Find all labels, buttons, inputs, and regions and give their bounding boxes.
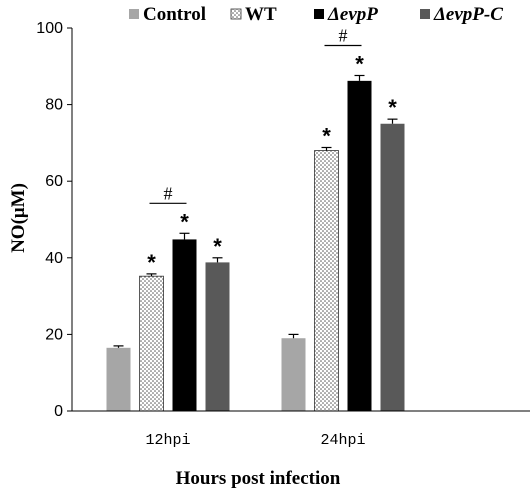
legend-swatch <box>129 9 139 19</box>
legend-swatch <box>420 9 430 19</box>
legend-label: Control <box>143 4 206 25</box>
legend-item-evpp-c: ΔevpP-C <box>420 4 503 25</box>
significance-star: * <box>322 123 331 148</box>
significance-star: * <box>213 234 222 259</box>
legend-label: ΔevpP <box>327 4 378 25</box>
x-tick-label: 24hpi <box>320 432 365 449</box>
legend-swatch <box>230 8 242 20</box>
significance-star: * <box>355 51 364 76</box>
legend: Control WT ΔevpP ΔevpP-C <box>129 4 503 25</box>
legend-swatch <box>314 9 324 19</box>
bars: * * * # * * * # <box>106 25 405 412</box>
comparison-mark: # <box>339 25 348 45</box>
significance-star: * <box>388 95 397 120</box>
y-tick-label: 80 <box>45 97 63 114</box>
y-tick-label: 40 <box>45 250 63 267</box>
legend-item-evpp: ΔevpP <box>314 4 378 25</box>
bar-wt-12hpi <box>139 275 164 412</box>
bar-evpp-c-24hpi <box>380 123 405 411</box>
x-axis: 12hpi 24hpi <box>72 410 530 449</box>
bar-group-12hpi: * * * # <box>106 183 230 412</box>
significance-star: * <box>147 250 156 275</box>
bar-evpp-24hpi <box>347 80 372 411</box>
significance-star: * <box>180 209 189 234</box>
legend-label: ΔevpP-C <box>433 4 503 25</box>
legend-item-control: Control <box>129 4 206 25</box>
y-tick-label: 100 <box>36 20 63 37</box>
bar-evpp-12hpi <box>172 239 197 411</box>
legend-item-wt: WT <box>230 4 277 25</box>
bar-group-24hpi: * * * # <box>281 25 405 412</box>
bar-evpp-c-12hpi <box>205 262 230 411</box>
x-tick-label: 12hpi <box>145 432 190 449</box>
bar-wt-24hpi <box>314 150 339 412</box>
comparison-mark: # <box>164 183 173 203</box>
legend-label: WT <box>245 4 277 25</box>
x-axis-title: Hours post infection <box>176 468 341 489</box>
y-tick-label: 60 <box>45 173 63 190</box>
y-axis: 0 20 40 60 80 100 <box>36 20 73 420</box>
bar-control-24hpi <box>281 338 306 411</box>
bar-control-12hpi <box>106 347 131 411</box>
y-axis-title: NO(μM) <box>8 183 29 253</box>
y-tick-label: 20 <box>45 326 63 343</box>
y-tick-label: 0 <box>54 403 63 420</box>
